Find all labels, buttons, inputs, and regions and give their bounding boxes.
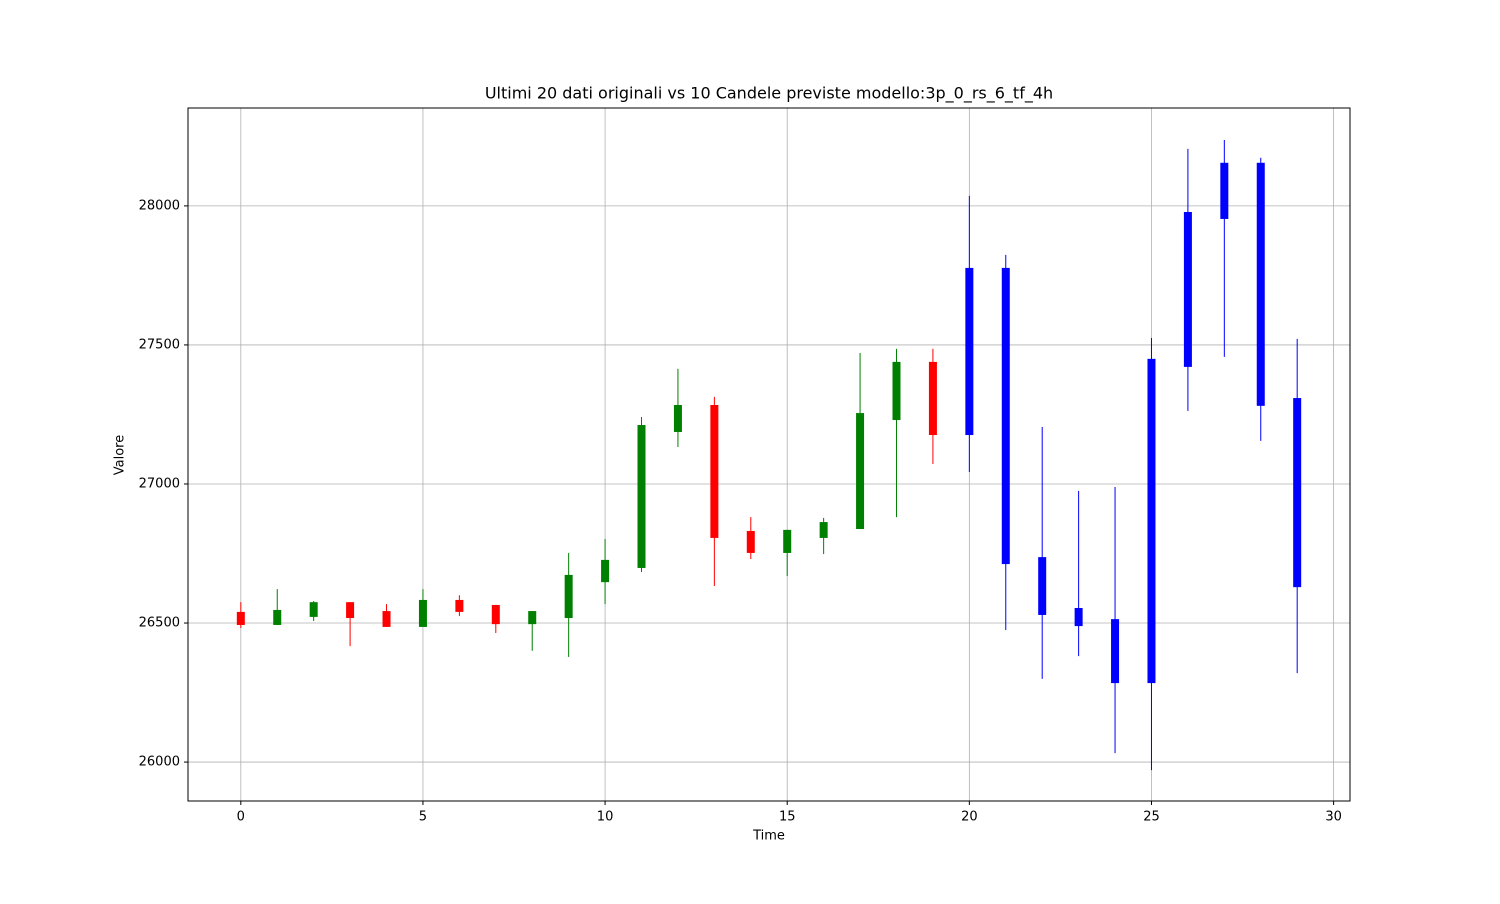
x-tick-label: 25 bbox=[1143, 810, 1160, 825]
x-axis-label: Time bbox=[752, 829, 785, 844]
candle-body bbox=[309, 602, 318, 617]
plot-frame bbox=[187, 107, 1351, 802]
x-tick-label: 0 bbox=[237, 810, 245, 825]
candle-body bbox=[1001, 267, 1010, 565]
y-tick-label: 26000 bbox=[139, 755, 180, 770]
candle-body bbox=[673, 405, 682, 432]
candle-body bbox=[856, 413, 865, 530]
candle-body bbox=[1074, 608, 1083, 627]
candle-body bbox=[346, 602, 355, 619]
x-tick-label: 20 bbox=[961, 810, 978, 825]
candle-body bbox=[601, 559, 610, 583]
candle-body bbox=[928, 361, 937, 436]
candle-body bbox=[455, 599, 464, 612]
y-axis-label: Valore bbox=[113, 435, 128, 475]
candle-body bbox=[1183, 212, 1192, 367]
candle-body bbox=[418, 599, 427, 627]
candle-body bbox=[1147, 358, 1156, 684]
candle-body bbox=[710, 405, 719, 538]
candle-body bbox=[491, 604, 500, 625]
candle-body bbox=[1111, 619, 1120, 684]
candle-body bbox=[637, 425, 646, 568]
candle-body bbox=[746, 530, 755, 553]
candle-body bbox=[564, 574, 573, 619]
y-tick-label: 28000 bbox=[139, 198, 180, 213]
x-tick-label: 15 bbox=[779, 810, 796, 825]
chart-title: Ultimi 20 dati originali vs 10 Candele p… bbox=[485, 84, 1053, 104]
x-tick-label: 30 bbox=[1325, 810, 1342, 825]
candle-body bbox=[819, 522, 828, 538]
y-tick-label: 27500 bbox=[139, 337, 180, 352]
candle-body bbox=[382, 611, 391, 627]
candle-body bbox=[1220, 162, 1229, 219]
candle-body bbox=[1038, 557, 1047, 615]
candle-body bbox=[528, 611, 537, 625]
candle-body bbox=[783, 529, 792, 553]
candle-body bbox=[1293, 398, 1302, 588]
candle-body bbox=[965, 267, 974, 436]
candle-body bbox=[1256, 162, 1265, 406]
candle-body bbox=[273, 609, 282, 625]
y-tick-label: 26500 bbox=[139, 616, 180, 631]
y-tick-label: 27000 bbox=[139, 476, 180, 491]
candle-body bbox=[892, 361, 901, 421]
x-tick-label: 10 bbox=[597, 810, 614, 825]
x-tick-label: 5 bbox=[419, 810, 427, 825]
candle-body bbox=[236, 611, 245, 625]
